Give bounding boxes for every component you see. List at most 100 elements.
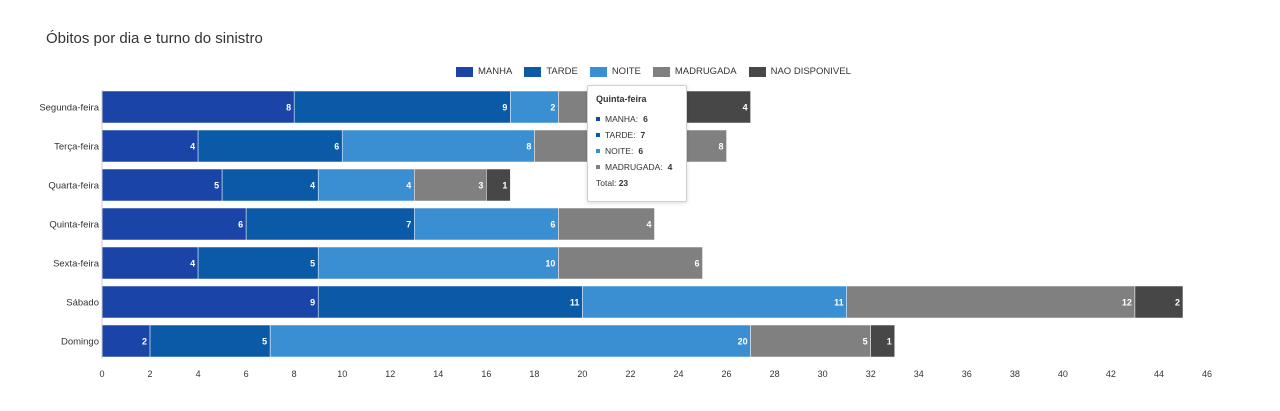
chart-legend: MANHA TARDE NOITE MADRUGADA NAO DISPONIV…: [456, 66, 851, 77]
x-tick-label: 28: [770, 369, 780, 379]
bar-segment: [101, 207, 247, 241]
tooltip-marker: [596, 149, 600, 153]
category-label: Segunda-feira: [39, 103, 99, 114]
category-label: Quinta-feira: [49, 220, 99, 231]
data-label: 6: [550, 220, 555, 230]
x-tick-label: 46: [1202, 369, 1212, 379]
bar-segment: [101, 90, 295, 124]
data-label: 4: [310, 181, 315, 191]
x-tick-label: 34: [914, 369, 924, 379]
x-tick-label: 32: [866, 369, 876, 379]
bar-segment: [558, 246, 703, 280]
legend-item-noite[interactable]: NOITE: [589, 66, 641, 77]
tooltip-row: NOITE: 6: [596, 146, 678, 156]
bar-segment: [197, 246, 319, 280]
bar-segment: [197, 129, 343, 163]
tooltip-total: Total: 23: [596, 178, 678, 188]
legend-swatch: [589, 66, 607, 77]
tooltip-label: NOITE:: [605, 146, 634, 156]
data-label: 6: [334, 142, 339, 152]
category-label: Terça-feira: [54, 142, 100, 153]
x-tick-label: 42: [1106, 369, 1116, 379]
data-label: 8: [719, 142, 724, 152]
tooltip-marker: [596, 117, 600, 121]
data-label: 9: [310, 298, 315, 308]
data-label: 20: [738, 337, 748, 347]
legend-swatch: [652, 66, 670, 77]
x-tick-label: 24: [674, 369, 684, 379]
data-label: 6: [238, 220, 243, 230]
category-label: Quarta-feira: [48, 181, 99, 192]
bar-segment: [1134, 285, 1184, 319]
legend-item-tarde[interactable]: TARDE: [524, 66, 578, 77]
x-tick-label: 14: [433, 369, 443, 379]
bar-segment: [750, 324, 871, 358]
bar-segment: [870, 324, 895, 358]
legend-swatch: [524, 66, 542, 77]
data-label: 10: [545, 259, 555, 269]
data-label: 7: [406, 220, 411, 230]
bar-segment: [221, 168, 319, 202]
tooltip-total-label: Total:: [596, 178, 617, 188]
data-label: 5: [262, 337, 267, 347]
tooltip-value: 4: [667, 162, 673, 172]
data-label: 8: [286, 103, 291, 113]
data-label: 2: [550, 103, 555, 113]
bar-segment: [101, 129, 199, 163]
data-label: 5: [214, 181, 219, 191]
bar-segment: [269, 324, 751, 358]
data-label: 1: [502, 181, 507, 191]
bar-segment: [101, 324, 151, 358]
x-tick-label: 26: [722, 369, 732, 379]
chart-tooltip: Quinta-feira MANHA: 6 TARDE: 7 NOITE: 6 …: [587, 85, 687, 202]
tooltip-value: 6: [643, 114, 648, 124]
category-label: Sábado: [66, 298, 99, 309]
legend-item-manha[interactable]: MANHA: [456, 66, 512, 77]
tooltip-value: 6: [638, 146, 644, 156]
bar-segment: [101, 246, 199, 280]
data-label: 2: [1175, 298, 1180, 308]
data-label: 2: [142, 337, 147, 347]
data-label: 8: [526, 142, 531, 152]
bar-segment: [582, 285, 847, 319]
tooltip-row: TARDE: 7: [596, 130, 678, 140]
legend-item-nao-disponivel[interactable]: NAO DISPONIVEL: [748, 66, 851, 77]
data-label: 1: [887, 337, 892, 347]
bar-segment: [149, 324, 271, 358]
x-tick-label: 36: [962, 369, 972, 379]
bar-segment: [414, 168, 487, 202]
category-label: Domingo: [61, 337, 99, 348]
legend-label: NAO DISPONIVEL: [770, 66, 851, 77]
legend-swatch: [748, 66, 766, 77]
x-tick-label: 38: [1010, 369, 1020, 379]
legend-swatch: [456, 66, 473, 77]
x-tick-label: 8: [292, 369, 297, 379]
x-tick-label: 6: [244, 369, 249, 379]
tooltip-label: TARDE:: [605, 130, 636, 140]
x-tick-label: 4: [196, 369, 201, 379]
tooltip-marker: [596, 165, 600, 169]
legend-label: NOITE: [611, 66, 641, 77]
x-tick-label: 2: [148, 369, 153, 379]
category-label: Sexta-feira: [53, 259, 100, 270]
x-tick-label: 16: [481, 369, 491, 379]
x-tick-label: 22: [625, 369, 635, 379]
x-tick-label: 44: [1154, 369, 1164, 379]
tooltip-label: MANHA:: [605, 114, 639, 124]
tooltip-title: Quinta-feira: [596, 94, 647, 104]
x-tick-label: 10: [337, 369, 347, 379]
bar-segment: [414, 207, 559, 241]
legend-item-madrugada[interactable]: MADRUGADA: [652, 66, 737, 77]
data-label: 5: [310, 259, 315, 269]
tooltip-marker: [596, 133, 600, 137]
x-tick-label: 18: [529, 369, 539, 379]
x-tick-label: 20: [577, 369, 587, 379]
data-label: 4: [743, 103, 748, 113]
tooltip-row: MADRUGADA: 4: [596, 162, 678, 172]
bar-segment: [293, 90, 511, 124]
data-label: 11: [570, 298, 580, 308]
bar-segment: [245, 207, 415, 241]
data-label: 5: [863, 337, 868, 347]
data-label: 12: [1122, 298, 1132, 308]
data-label: 11: [834, 298, 844, 308]
